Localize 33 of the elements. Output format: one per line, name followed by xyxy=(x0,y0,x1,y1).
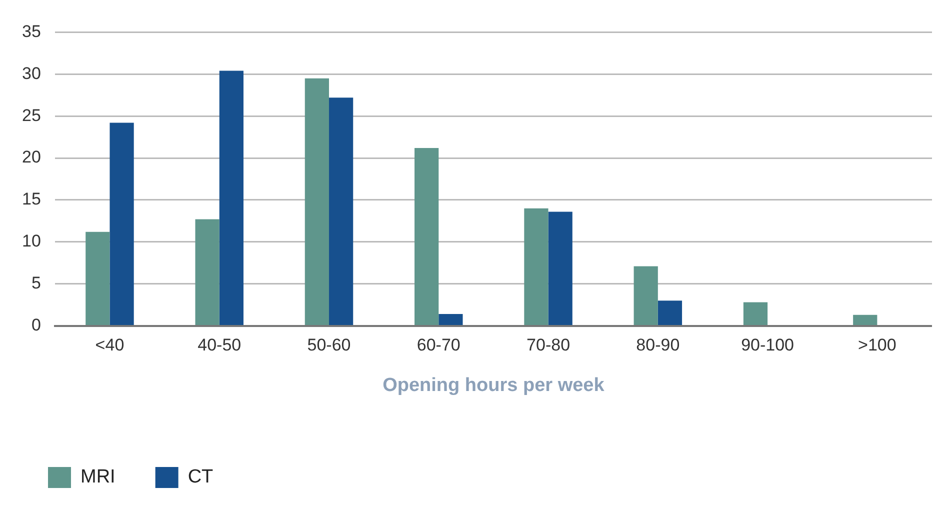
x-tick-label: 60-70 xyxy=(416,336,460,355)
bar xyxy=(853,314,878,326)
x-tick-label: 80-90 xyxy=(636,336,680,355)
x-tick-label: >100 xyxy=(858,336,896,355)
bar xyxy=(86,232,110,326)
legend-label: CT xyxy=(188,466,214,488)
x-tick-label: 50-60 xyxy=(307,336,351,355)
bar xyxy=(304,78,329,326)
bar xyxy=(110,122,134,326)
y-tick-label: 10 xyxy=(22,232,41,251)
x-tick-label: 90-100 xyxy=(741,336,794,355)
bar xyxy=(658,300,682,326)
x-tick-label: 40-50 xyxy=(198,336,242,355)
legend-label: MRI xyxy=(80,466,116,488)
x-axis-title: Opening hours per week xyxy=(382,374,605,396)
y-tick-label: 5 xyxy=(31,274,41,293)
bar xyxy=(414,148,439,326)
y-tick-label: 25 xyxy=(22,106,41,125)
y-tick-label: 35 xyxy=(22,22,41,41)
bar xyxy=(634,266,658,326)
bar xyxy=(219,70,244,326)
bar xyxy=(524,208,548,326)
bar xyxy=(195,219,220,326)
bar xyxy=(329,98,354,326)
x-tick-label: 70-80 xyxy=(526,336,570,355)
y-tick-label: 20 xyxy=(22,148,41,167)
y-tick-label: 15 xyxy=(22,190,41,209)
bar xyxy=(438,314,463,326)
x-tick-label: <40 xyxy=(95,336,124,355)
y-tick-label: 30 xyxy=(22,64,41,83)
bar xyxy=(743,302,768,326)
y-tick-label: 0 xyxy=(31,315,41,334)
bar xyxy=(548,212,572,326)
